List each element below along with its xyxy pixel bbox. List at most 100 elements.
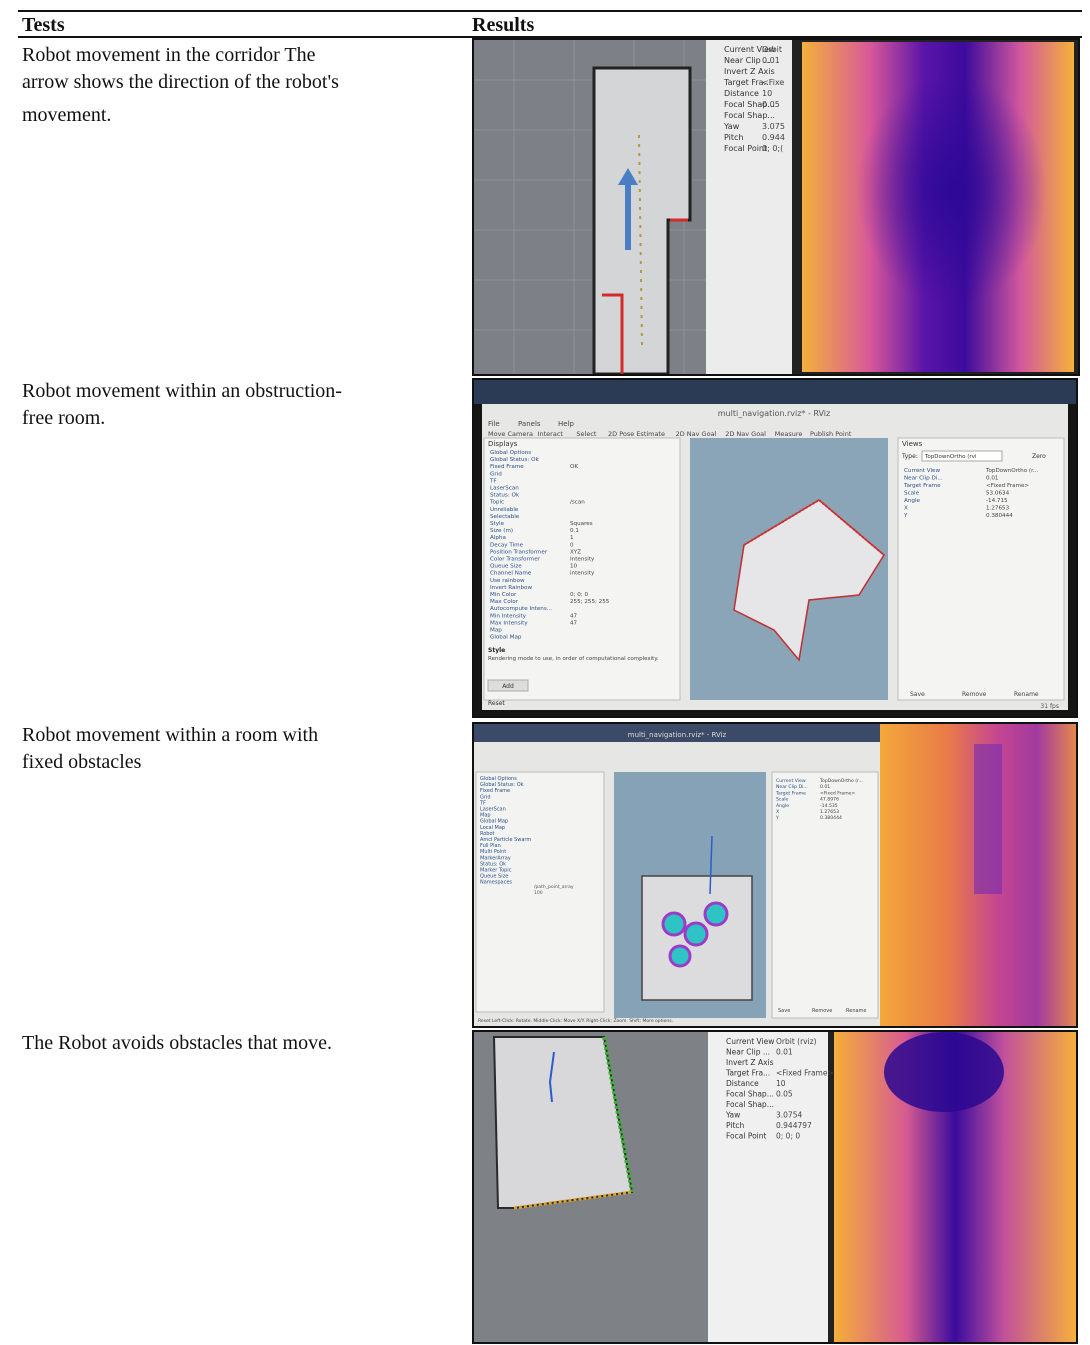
test-line: The Robot avoids obstacles that move. [22,1032,332,1054]
test-line: movement. [22,104,112,126]
test-line: Robot movement within an obstruction- [22,380,342,402]
property-label: Global Status: Ok [490,457,540,463]
status-hint: Reset Left-Click: Rotate. Middle-Click: … [478,1018,673,1024]
property-value: Orbit [762,45,782,54]
reset-button[interactable]: Reset [488,700,505,707]
display-item: Namespaces [480,880,512,886]
property-label: Near Clip Di... [776,784,808,790]
property-value: <Fixed Frame> [820,790,856,796]
views-properties: Current View Orbit (rviz) Near Clip ... 0.0… [725,1037,834,1141]
add-button[interactable] [487,679,529,692]
views-header: Views [902,440,923,448]
views-button[interactable]: Remove [812,1008,832,1014]
toolbar-button[interactable]: Publish Point [810,430,852,438]
property-label: Target Frame [775,790,806,796]
property-value: 0.05 [776,1090,793,1099]
property-label: Near Clip Di... [904,476,943,482]
property-label: TF [489,478,497,484]
views-button[interactable]: Rename [1014,691,1039,698]
property-label: Autocompute Intens... [490,606,552,612]
display-item: Amcl Particle Swarm [480,837,531,843]
views-button[interactable]: Save [910,691,925,698]
property-label: Near Clip ... [726,1048,770,1057]
toolbar-button[interactable]: Interact [538,430,564,438]
property-label: Distance [724,89,759,98]
title-bar [474,724,880,742]
free-room-screenshot: multi_navigation.rviz* - RViz File Panels… [474,380,1076,710]
display-item: Global Map [480,819,508,825]
views-panel [708,1032,828,1342]
display-item: TF [479,800,486,806]
views-type-select[interactable] [921,450,1003,462]
moving-obstacles-screenshot: Current View Orbit (rviz) Near Clip ... 0.0… [474,1032,1076,1342]
room-map [733,499,885,662]
displays-panel [483,437,681,701]
property-value: 47.8976 [820,797,839,803]
property-value: 0.944 [762,133,785,142]
display-item: Global Status: Ok [480,782,524,788]
property-value: OK [570,464,578,470]
robot-path [548,1051,555,1103]
property-value: 10 [776,1079,786,1088]
views-panel [706,40,792,374]
robot-path [709,835,713,895]
property-label: Angle [776,803,789,809]
marker-topic-value: /path_point_array [534,884,574,890]
property-label: Queue Size [490,564,522,570]
toolbar-button[interactable]: 2D Nav Goal [725,430,766,438]
property-label: Invert Z Axis [726,1058,774,1067]
menu-item[interactable]: Help [558,420,575,428]
tests-column-header: Tests [22,14,65,36]
property-label: Alpha [490,535,506,541]
views-button[interactable]: Save [778,1008,790,1014]
property-value: 0.380444 [986,513,1013,519]
property-label: LaserScan [490,486,519,492]
fixed-obstacles-screenshot: multi_navigation.rviz* - RViz Global Opt… [474,724,1076,1026]
depth-map-core [974,744,1002,894]
property-value: 255; 255; 255 [570,599,610,605]
toolbar-button[interactable]: Select [576,430,597,438]
views-buttons: Save Remove Rename [910,691,1039,698]
property-label: Style [490,521,505,527]
views-button[interactable]: Rename [846,1008,867,1014]
toolbar-button[interactable]: Move Camera [488,430,533,438]
views-panel [897,437,1065,701]
property-value: /scan [570,500,585,506]
property-label: Target Fra... [725,1069,770,1078]
toolbar: Move Camera Interact Select 2D Pose Estimat… [488,430,852,438]
property-label: Color Transformer [490,557,541,563]
toolbar-button[interactable]: 2D Pose Estimate [608,430,665,438]
property-value: 0; 0;( [762,144,783,153]
menu-item[interactable]: Panels [518,420,541,428]
property-label: Topic [489,500,504,506]
property-value: TopDownOrtho (r... [985,468,1038,474]
property-value: -14.715 [986,498,1008,504]
property-label: Fixed Frame [490,464,524,470]
property-value: 0.01 [762,56,780,65]
toolbar-button[interactable]: Measure [775,430,803,438]
property-label: Near Clip ... [724,56,771,65]
property-value: 0.05 [762,100,780,109]
toolbar-button[interactable]: 2D Nav Goal [676,430,717,438]
style-help: Rendering mode to use, in order of compu… [488,656,659,662]
test-line: Robot movement within a room with [22,724,319,746]
displays-panel [475,771,605,1013]
display-item: Local Map [480,825,505,831]
property-value: -14.535 [820,803,838,809]
display-item: Status: Ok [480,861,506,867]
views-properties: Current View TopDownOrtho (r... Near Clip … [903,468,1038,519]
property-label: Focal Shap... [724,111,775,120]
property-label: Current View [726,1037,774,1046]
window-title: multi_navigation.rviz* - RViz [718,409,830,418]
property-label: X [904,506,908,512]
property-value: 47 [570,620,578,626]
direction-arrow-head [618,168,638,185]
menu-item[interactable]: File [488,420,500,428]
views-zero-button[interactable]: Zero [1032,453,1046,460]
obstacle [661,911,687,937]
views-button[interactable]: Remove [962,691,987,698]
